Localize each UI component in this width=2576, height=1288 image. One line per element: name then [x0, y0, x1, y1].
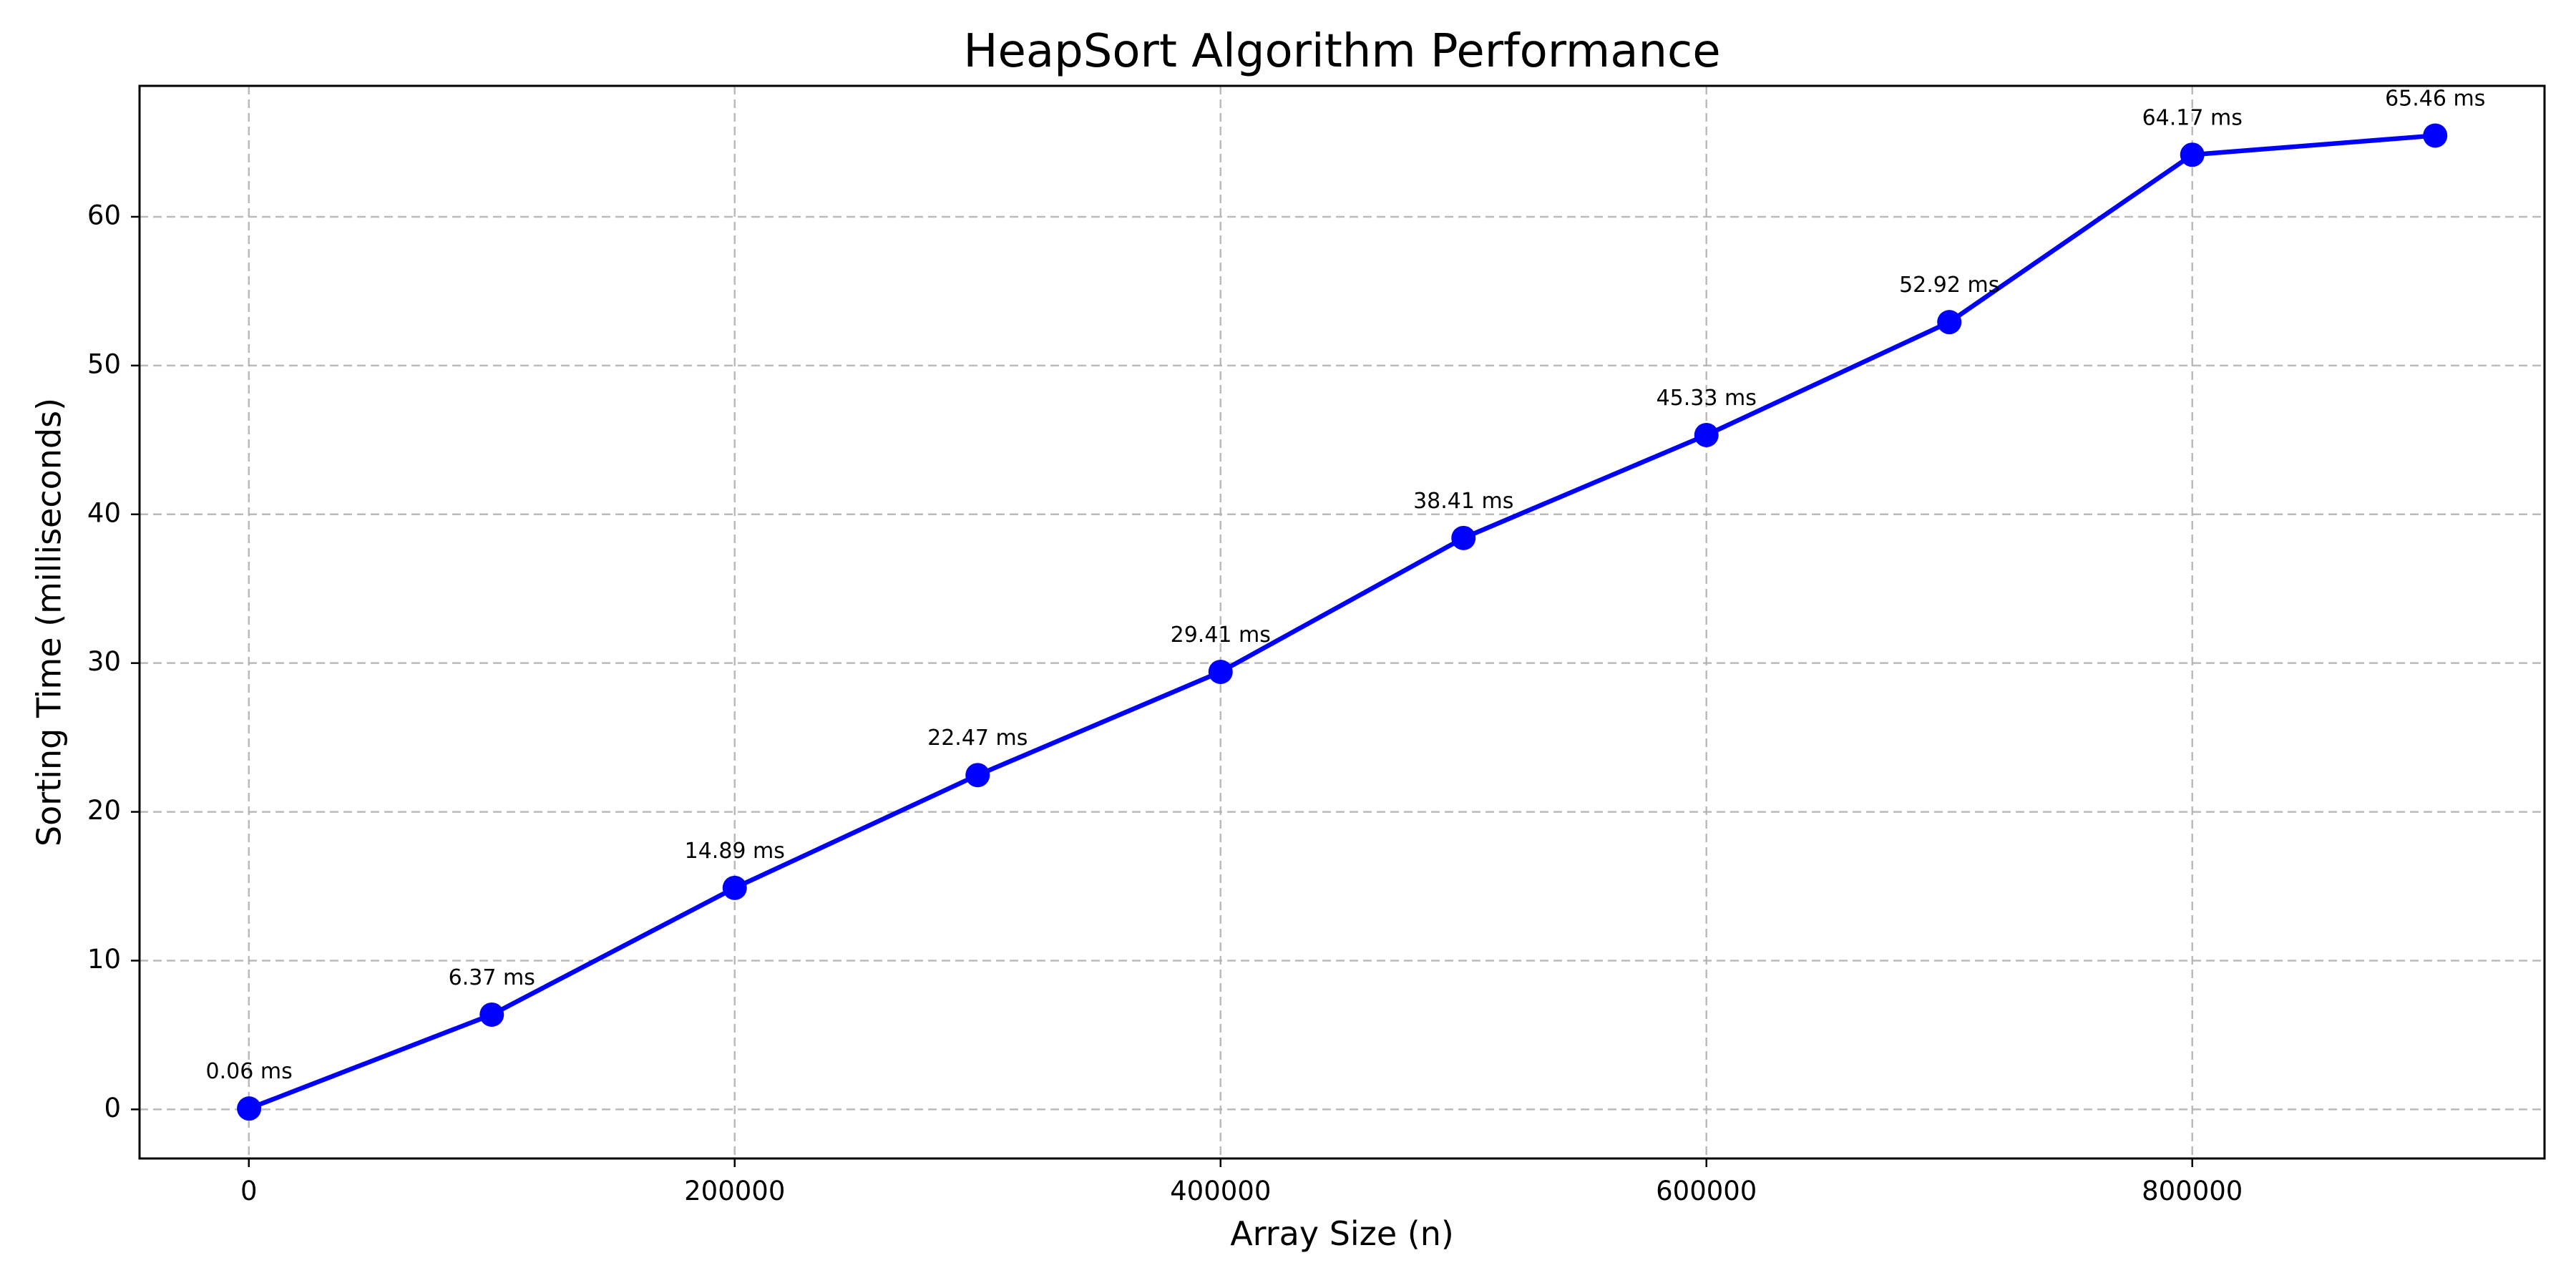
y-axis-label: Sorting Time (milliseconds) [30, 398, 69, 847]
data-point [1451, 525, 1476, 550]
x-axis-label: Array Size (n) [1230, 1214, 1454, 1253]
data-point [1937, 310, 1962, 335]
data-label: 38.41 ms [1413, 489, 1513, 514]
y-tick-label: 20 [87, 795, 121, 826]
data-point [237, 1096, 262, 1121]
data-label: 22.47 ms [927, 726, 1028, 751]
x-tick-label: 600000 [1656, 1176, 1757, 1206]
plot-frame [138, 84, 2546, 1160]
data-label: 29.41 ms [1171, 623, 1271, 648]
y-tick-label: 30 [87, 646, 121, 677]
y-tick-label: 60 [87, 200, 121, 230]
series [237, 123, 2448, 1121]
series-line [248, 133, 2436, 1111]
data-label: 45.33 ms [1657, 386, 1757, 411]
x-tick-label: 400000 [1170, 1176, 1271, 1206]
data-point [479, 1002, 504, 1027]
y-tick-label: 10 [87, 944, 121, 975]
data-label: 6.37 ms [449, 965, 535, 990]
grid [140, 86, 2545, 1158]
x-tick-label: 0 [240, 1176, 258, 1206]
data-label: 52.92 ms [1899, 273, 1999, 298]
y-tick-label: 50 [87, 348, 121, 379]
data-point [1694, 422, 1719, 447]
data-point [2423, 123, 2448, 148]
data-point [722, 875, 747, 900]
data-point [2180, 142, 2205, 167]
data-label: 14.89 ms [685, 839, 785, 864]
y-tick-label: 40 [87, 497, 121, 528]
data-label: 0.06 ms [206, 1059, 293, 1084]
data-point [965, 763, 990, 788]
x-tick-label: 800000 [2142, 1176, 2243, 1206]
x-tick-label: 200000 [684, 1176, 785, 1206]
data-label: 65.46 ms [2385, 86, 2485, 111]
data-point [1208, 659, 1233, 684]
y-tick-label: 0 [104, 1093, 121, 1123]
chart-title: HeapSort Algorithm Performance [963, 25, 1720, 78]
data-labels: 0.06 ms 6.37 ms 14.89 ms 22.47 ms 29.41 ms 38… [206, 86, 2486, 1084]
axis-ticks: 0 200000 400000 600000 800000 0 10 20 30 40 50 60 [87, 200, 2243, 1206]
data-label: 64.17 ms [2142, 105, 2243, 130]
